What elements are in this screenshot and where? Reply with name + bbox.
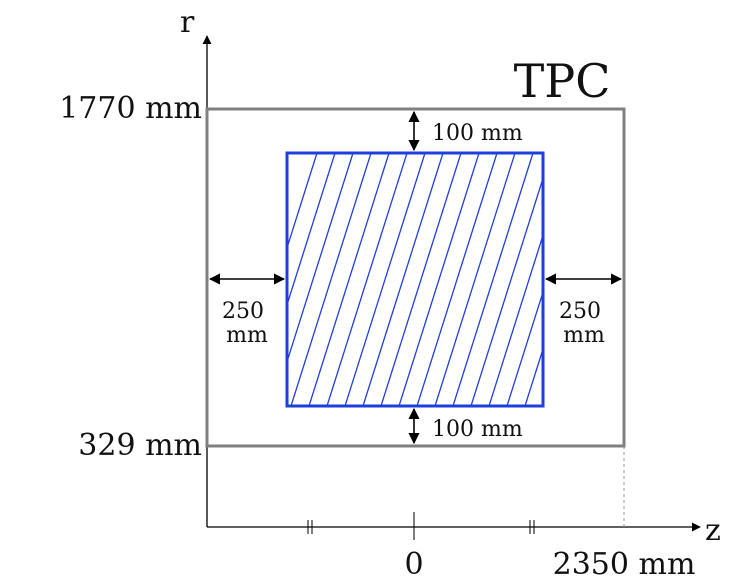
z-end-tick-label: 2350 mm — [553, 547, 696, 582]
z-axis-label: z — [705, 513, 721, 548]
right-gap-label-unit: mm — [563, 323, 605, 348]
r-axis-label: r — [180, 5, 195, 40]
left-gap-label-value: 250 — [222, 299, 264, 324]
fiducial-hatching — [287, 153, 543, 406]
right-gap-label-value: 250 — [559, 299, 601, 324]
z-origin-tick-label: 0 — [404, 547, 423, 582]
tpc-outline — [205, 107, 626, 448]
top-gap-label: 100 mm — [432, 121, 523, 146]
fiducial-region — [285, 151, 545, 408]
bottom-gap-label: 100 mm — [432, 417, 523, 442]
left-gap-label-unit: mm — [226, 323, 268, 348]
inner-radius-label: 329 mm — [78, 428, 202, 463]
tpc-title: TPC — [514, 54, 611, 108]
outer-radius-label: 1770 mm — [59, 91, 202, 126]
